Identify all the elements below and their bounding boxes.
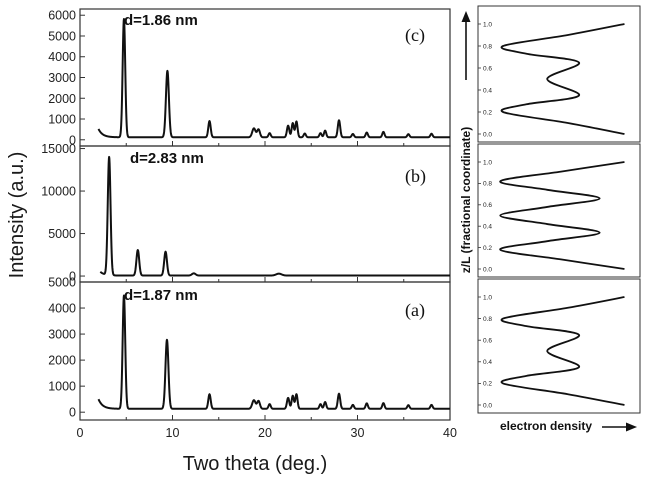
density-profile-line <box>500 23 625 135</box>
y-tick-label: 1000 <box>48 113 76 127</box>
xrd-panel-a: 0 1000 2000 3000 4000 5000 0 10 20 30 40 d=1.87 nm (… <box>48 276 457 441</box>
y-tick-label: 4000 <box>48 302 76 316</box>
y-tick-label: 0.0 <box>483 402 492 409</box>
y-tick-label: 0.8 <box>483 43 492 50</box>
electron-density-bottom: 0.0 0.2 0.4 0.6 0.8 1.0 <box>477 278 641 414</box>
y-tick-label: 5000 <box>48 29 76 43</box>
y-tick-label: 0.2 <box>483 109 492 116</box>
xrd-panel-c: 0 1000 2000 3000 4000 5000 6000 d=1.86 nm (c) <box>48 8 451 147</box>
y-tick-label: 0 <box>69 406 76 420</box>
y-tick-label: 0.4 <box>483 359 492 366</box>
side-y-axis-title: z/L (fractional coordinate) <box>459 127 473 273</box>
x-tick-label: 10 <box>166 426 180 440</box>
y-tick-label: 0.6 <box>483 65 492 72</box>
x-tick-label: 20 <box>258 426 272 440</box>
y-tick-label: 0.2 <box>483 245 492 252</box>
panel-letter: (a) <box>405 300 425 321</box>
y-tick-label: 1.0 <box>483 294 492 301</box>
y-tick-label: 0.4 <box>483 224 492 231</box>
electron-density-middle: 0.0 0.2 0.4 0.6 0.8 1.0 <box>477 143 641 278</box>
side-x-axis-title: electron density <box>500 419 592 433</box>
y-tick-label: 0.0 <box>483 131 492 138</box>
arrow-up-icon <box>461 11 471 80</box>
y-tick-label: 2000 <box>48 92 76 106</box>
electron-density-panels: 0.00.20.40.60.81.00.00.20.40.60.81.00.00… <box>477 5 641 414</box>
y-tick-label: 0 <box>69 270 76 284</box>
density-profile-line <box>500 296 625 406</box>
x-tick-label: 0 <box>77 426 84 440</box>
y-tick-label: 4000 <box>48 50 76 64</box>
xrd-series-line <box>97 17 451 139</box>
y-tick-label: 0 <box>69 133 76 147</box>
y-tick-label: 5000 <box>48 276 76 290</box>
d-spacing-annotation: d=1.86 nm <box>124 12 198 29</box>
plot-frame <box>477 278 641 414</box>
y-tick-label: 3000 <box>48 328 76 342</box>
y-tick-label: 5000 <box>48 227 76 241</box>
plot-frame <box>79 8 451 147</box>
y-tick-label: 15000 <box>41 142 76 156</box>
d-spacing-annotation: d=2.83 nm <box>130 150 204 167</box>
x-tick-label: 30 <box>351 426 365 440</box>
x-axis-title: Two theta (deg.) <box>183 453 328 475</box>
y-tick-label: 6000 <box>48 9 76 23</box>
y-tick-label: 0.6 <box>483 338 492 345</box>
electron-density-top: 0.0 0.2 0.4 0.6 0.8 1.0 <box>477 5 641 143</box>
y-tick-label: 0.0 <box>483 266 492 273</box>
xrd-series-line <box>97 294 451 410</box>
xrd-series-line <box>99 155 451 277</box>
y-tick-label: 0.6 <box>483 202 492 209</box>
y-tick-label: 2000 <box>48 354 76 368</box>
density-profile-line <box>499 161 625 270</box>
y-tick-label: 1.0 <box>483 21 492 28</box>
plot-frame <box>477 143 641 278</box>
y-axis-title: Intensity (a.u.) <box>6 152 28 279</box>
y-tick-label: 0.8 <box>483 316 492 323</box>
d-spacing-annotation: d=1.87 nm <box>124 287 198 304</box>
panel-letter: (c) <box>405 25 425 46</box>
x-tick-label: 40 <box>443 426 457 440</box>
y-tick-label: 0.4 <box>483 87 492 94</box>
y-tick-label: 1000 <box>48 380 76 394</box>
xrd-panel-b: 0 5000 10000 15000 d=2.83 nm (b) <box>41 142 451 284</box>
y-tick-label: 1.0 <box>483 159 492 166</box>
y-tick-label: 3000 <box>48 71 76 85</box>
arrow-right-icon <box>602 422 637 432</box>
plot-frame <box>477 5 641 143</box>
y-tick-label: 0.8 <box>483 181 492 188</box>
y-tick-label: 0.2 <box>483 381 492 388</box>
y-tick-label: 10000 <box>41 185 76 199</box>
panel-letter: (b) <box>405 166 426 187</box>
